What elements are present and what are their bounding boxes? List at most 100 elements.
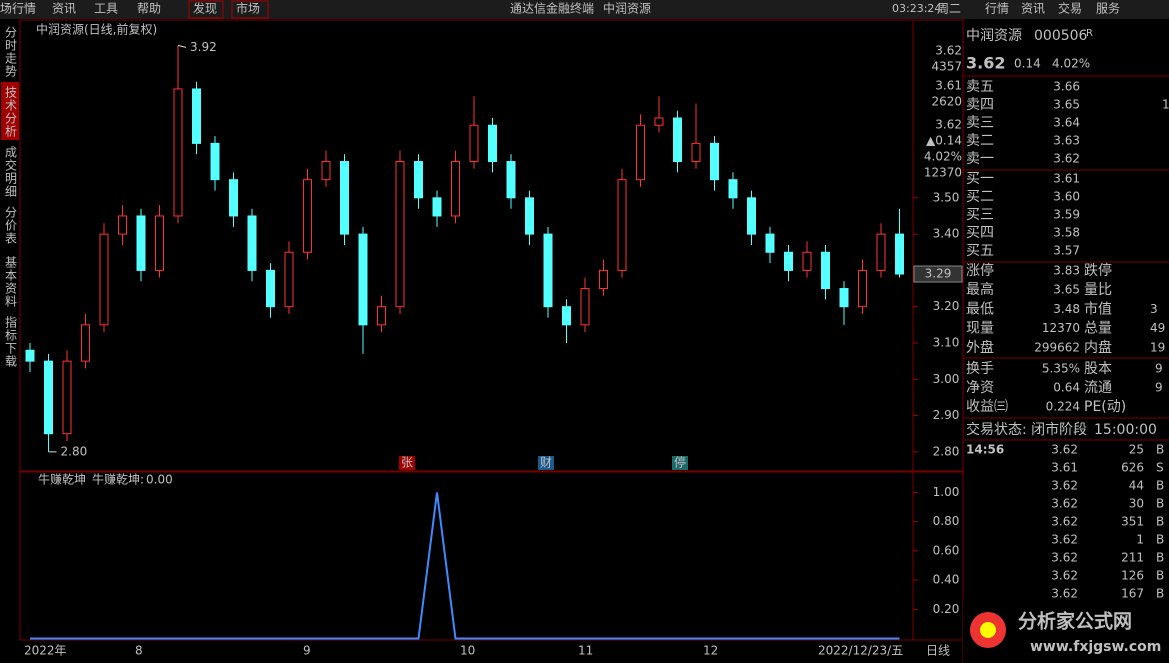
stat-value: 0.64: [1053, 381, 1080, 395]
top-button[interactable]: 资讯: [1021, 2, 1045, 16]
buy-label: 买一: [966, 171, 994, 187]
stat-label: 市值: [1084, 300, 1112, 317]
y-tick-label: 0.80: [933, 514, 960, 528]
tick-volume: 211: [1121, 551, 1144, 565]
stat-value: 3.83: [1053, 264, 1080, 278]
tick-price: 3.62: [1051, 515, 1078, 529]
y-tick-label: 0.40: [933, 573, 960, 587]
candle-body: [247, 215, 257, 271]
tick-price: 3.62: [1051, 533, 1078, 547]
x-label: 9: [303, 644, 311, 658]
sell-price: 3.63: [1053, 134, 1080, 148]
sell-price: 3.64: [1053, 116, 1080, 130]
axis-info: 12370: [924, 166, 962, 180]
candle-body: [580, 288, 590, 326]
side-tab[interactable]: 分时走势: [4, 26, 18, 78]
side-tab[interactable]: 成交明细: [4, 146, 18, 198]
menu-item[interactable]: 场行情: [0, 2, 36, 16]
x-label: 10: [460, 644, 475, 658]
tick-price: 3.62: [1051, 497, 1078, 511]
menu-bar: [0, 0, 1169, 19]
side-tab[interactable]: 基本资料: [4, 256, 18, 308]
buy-price: 3.60: [1053, 190, 1080, 204]
stat-label: 最高: [966, 281, 994, 298]
stat-value: 299662: [1034, 340, 1080, 354]
x-label: 11: [578, 644, 593, 658]
menu-highlight: [231, 0, 269, 19]
stat-label: 最低: [966, 301, 994, 317]
menu-item[interactable]: 资讯: [52, 2, 76, 16]
event-label: 财: [540, 456, 552, 470]
stat-label: 净资: [966, 380, 994, 396]
logo-icon-center: [980, 622, 996, 638]
stat-label: 总量: [1084, 321, 1112, 337]
buy-price: 3.58: [1053, 226, 1080, 240]
stock-code: 000506: [1034, 28, 1088, 44]
change: 0.14: [1014, 57, 1041, 71]
candle-body: [543, 233, 553, 308]
candle-body: [488, 124, 497, 163]
tick-side: S: [1156, 461, 1164, 475]
side-tab[interactable]: 技术分析: [4, 86, 18, 138]
axis-info: 3.61: [935, 79, 962, 93]
menu-highlight: [188, 0, 224, 19]
clock: 03:23:24: [892, 2, 941, 15]
stat-label: 外盘: [966, 339, 994, 356]
stat-label: 跌停: [1084, 262, 1112, 279]
stat-label: 现量: [966, 321, 994, 337]
stat-value: 0.224: [1046, 400, 1080, 414]
y-tick-label: 3.50: [933, 190, 960, 204]
tick-side: B: [1156, 551, 1164, 565]
axis-info: 3.62: [935, 44, 962, 58]
stat-value: 12370: [1042, 321, 1080, 335]
candle-body: [414, 161, 423, 199]
stock-name: 中润资源: [966, 28, 1022, 44]
tick-volume: 44: [1129, 479, 1144, 493]
period[interactable]: 日线: [926, 644, 950, 658]
candle-body: [192, 88, 201, 144]
tick-side: B: [1156, 569, 1164, 583]
candle-body: [118, 215, 127, 235]
menu-item[interactable]: 帮助: [137, 2, 161, 16]
y-tick-label: 3.00: [933, 372, 960, 386]
event-badge: [538, 456, 554, 470]
candle-body: [469, 124, 479, 163]
side-tab[interactable]: 分价表: [4, 206, 18, 245]
candle-body: [432, 197, 442, 217]
menu-item[interactable]: 市场: [236, 1, 260, 16]
y-tick-label: 3.20: [933, 299, 960, 313]
high-mark: 3.92: [190, 40, 217, 54]
tick-volume: 30: [1129, 497, 1144, 511]
top-button[interactable]: 行情: [985, 2, 1009, 16]
stock-flag: R: [1086, 28, 1093, 39]
candle-body: [728, 179, 738, 199]
chart-title: 中润资源(日线,前复权): [36, 22, 157, 37]
candle-body: [155, 215, 164, 271]
side-tab[interactable]: 指标下载: [4, 315, 18, 368]
tick-time: 14:56: [966, 443, 1004, 457]
candle-body: [99, 233, 109, 326]
candle-body: [377, 306, 386, 326]
y-tick-label: 2.80: [933, 444, 960, 458]
candle-body: [506, 161, 516, 199]
candle-body: [876, 233, 886, 271]
buy-label: 买四: [966, 225, 994, 241]
top-button[interactable]: 服务: [1096, 1, 1120, 16]
candle-body: [802, 251, 812, 271]
tick-price: 3.62: [1051, 479, 1078, 493]
sell-label: 卖三: [966, 115, 994, 131]
top-button[interactable]: 交易: [1058, 1, 1082, 16]
sell-label: 卖二: [966, 133, 994, 149]
tick-side: B: [1156, 515, 1164, 529]
sell-label: 卖一: [966, 151, 994, 167]
y-tick-label: 3.40: [933, 227, 960, 241]
candle-body: [673, 117, 682, 163]
axis-info: 3.62: [935, 118, 962, 132]
tick-price: 3.62: [1051, 569, 1078, 583]
event-badge: [672, 456, 688, 470]
menu-item[interactable]: 工具: [94, 2, 118, 16]
candle-body: [747, 197, 756, 235]
menu-item[interactable]: 发现: [193, 1, 217, 16]
indicator-value: 0.00: [146, 473, 173, 487]
